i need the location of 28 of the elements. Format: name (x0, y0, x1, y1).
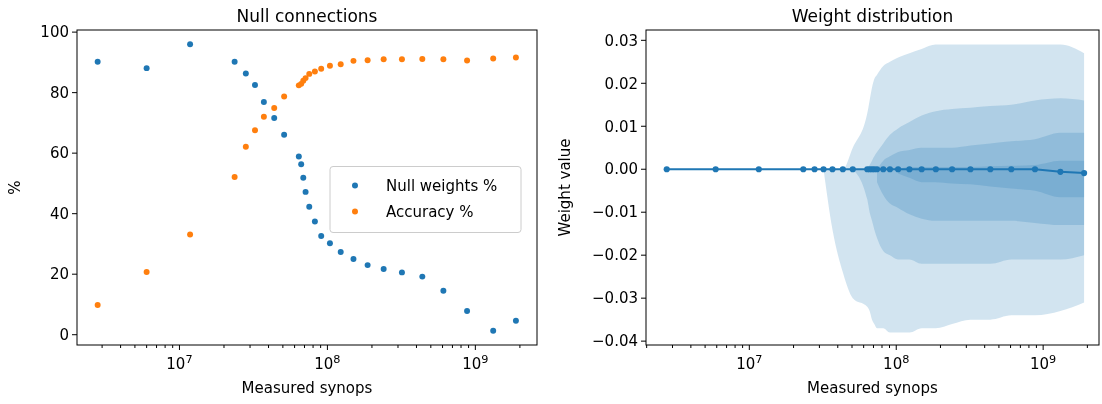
x-tick-label: 10$^{9}$ (462, 352, 489, 373)
y-tick-label: 100 (40, 23, 69, 42)
chart-title: Null connections (236, 6, 378, 26)
y-tick-label: 0 (59, 325, 69, 344)
y-tick-label: 60 (49, 144, 69, 163)
y-tick-label: 0.01 (604, 117, 638, 136)
y-tick-label: −0.01 (592, 203, 638, 222)
y-tick-label: 0.00 (604, 160, 638, 179)
x-tick-label: 10$^{8}$ (314, 352, 341, 373)
x-axis-title: Measured synops (807, 379, 939, 397)
y-tick-label: 40 (49, 204, 69, 223)
y-tick-label: −0.02 (592, 246, 638, 265)
y-tick-label: 0.02 (604, 74, 638, 93)
y-tick-label: 80 (49, 83, 69, 102)
x-tick-label: 10$^{7}$ (166, 352, 193, 373)
y-axis-title: % (6, 180, 24, 195)
y-tick-label: 20 (49, 265, 69, 284)
x-tick-label: 10$^{7}$ (736, 352, 763, 373)
x-tick-label: 10$^{9}$ (1030, 352, 1057, 373)
y-tick-label: 0.03 (604, 31, 638, 50)
legend-label: Null weights % (386, 176, 498, 195)
y-tick-label: −0.03 (592, 289, 638, 308)
x-tick-label: 10$^{8}$ (883, 352, 910, 373)
x-axis-title: Measured synops (241, 379, 373, 397)
y-tick-label: −0.04 (592, 332, 638, 351)
legend-label: Accuracy % (386, 202, 474, 221)
chart-title: Weight distribution (791, 6, 954, 26)
y-axis-title: Weight value (556, 138, 574, 237)
